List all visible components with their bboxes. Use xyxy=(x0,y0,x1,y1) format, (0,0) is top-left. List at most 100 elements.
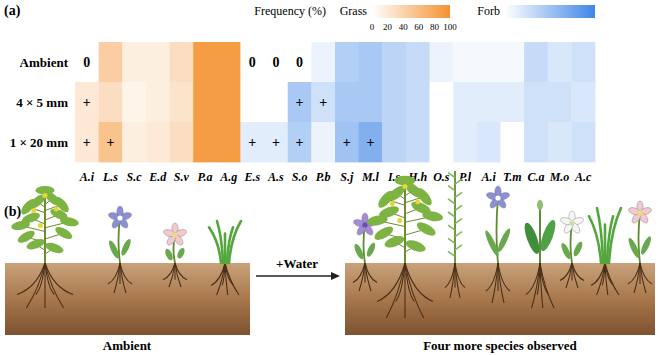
leaf xyxy=(597,208,603,263)
root xyxy=(537,263,540,295)
leaf xyxy=(59,216,79,228)
heatmap-cell xyxy=(335,42,359,82)
cell-symbol: + xyxy=(296,135,304,150)
heatmap-cell xyxy=(335,82,359,122)
plant xyxy=(209,221,241,295)
heatmap-cell xyxy=(146,82,170,122)
figure: (a)(b)0000++++++++++Ambient4 × 5 mm1 × 2… xyxy=(0,0,660,355)
leaf xyxy=(483,229,501,257)
heatmap-cell xyxy=(170,42,194,82)
root xyxy=(114,263,120,293)
cell-symbol: + xyxy=(366,135,374,150)
column-label: M.o xyxy=(549,170,570,184)
plant xyxy=(483,186,512,303)
flower xyxy=(43,193,48,198)
root xyxy=(455,263,465,288)
leaf xyxy=(455,219,462,224)
heatmap-cell xyxy=(571,122,595,162)
flower xyxy=(31,208,36,213)
heatmap-cell xyxy=(359,122,383,162)
root xyxy=(492,263,498,303)
heatmap-cell xyxy=(477,82,501,122)
column-label: P.a xyxy=(198,170,213,184)
leaf xyxy=(627,237,642,259)
column-label: S.o xyxy=(292,170,308,184)
leaf xyxy=(11,220,31,232)
cell-symbol: + xyxy=(272,135,280,150)
plant xyxy=(163,223,188,287)
colorbar-tick-label: 20 xyxy=(383,22,393,32)
heatmap-cell xyxy=(548,82,572,122)
heatmap-cell xyxy=(264,122,288,162)
heatmap-cell xyxy=(548,122,572,162)
heatmap-cell xyxy=(240,42,264,82)
root xyxy=(45,263,73,295)
stem xyxy=(539,208,541,263)
column-label: L.s xyxy=(102,170,118,184)
column-label: E.s xyxy=(243,170,260,184)
leaf xyxy=(639,235,653,256)
heatmap-cell xyxy=(524,42,548,82)
leaf xyxy=(224,234,227,263)
flower-center xyxy=(172,232,177,237)
root xyxy=(572,263,584,281)
heatmap-cell xyxy=(264,42,288,82)
leaf xyxy=(52,194,71,214)
plant xyxy=(107,206,132,293)
leaf xyxy=(415,220,438,239)
root xyxy=(597,263,605,295)
heatmap-cell xyxy=(75,122,99,162)
heatmap-cell xyxy=(217,42,241,82)
column-label: A.i xyxy=(79,170,95,184)
heatmap-cell xyxy=(477,42,501,82)
flower-center xyxy=(117,215,122,220)
heatmap-cell xyxy=(548,42,572,82)
flower-center xyxy=(362,222,367,227)
leaf xyxy=(404,238,427,254)
leaf xyxy=(560,242,573,260)
plant xyxy=(560,211,585,288)
leaf xyxy=(395,176,416,185)
cell-symbol: 0 xyxy=(272,55,279,70)
heatmap-cell xyxy=(217,82,241,122)
flower xyxy=(415,199,420,204)
plant xyxy=(445,171,465,298)
leaf xyxy=(107,239,121,259)
heatmap-cell xyxy=(311,122,335,162)
root xyxy=(640,263,652,284)
row-label: 1 × 20 mm xyxy=(10,135,68,150)
heatmap-cell xyxy=(571,42,595,82)
column-label: T.m xyxy=(503,170,522,184)
column-label: S.v xyxy=(174,170,190,184)
leaf xyxy=(604,225,607,264)
root xyxy=(222,263,225,285)
colorbar xyxy=(505,5,595,18)
column-label: P.l xyxy=(459,170,472,184)
cell-symbol: + xyxy=(83,135,91,150)
root xyxy=(36,263,45,295)
heatmap-cell xyxy=(99,42,123,82)
soil xyxy=(345,263,655,335)
heatmap-cell xyxy=(453,122,477,162)
heatmap-cell xyxy=(524,122,548,162)
leaf xyxy=(448,212,455,217)
panel-label: (b) xyxy=(4,204,21,220)
arrow-line xyxy=(256,275,332,277)
heatmap-cell xyxy=(193,122,217,162)
heatmap-cell xyxy=(500,122,524,162)
heatmap-cell xyxy=(382,42,406,82)
cell-symbol: 0 xyxy=(249,55,256,70)
flower-center xyxy=(637,210,642,215)
leaf xyxy=(448,186,455,191)
heatmap-cell xyxy=(500,42,524,82)
heatmap-cell xyxy=(430,42,454,82)
root xyxy=(405,263,433,302)
caption: Four more species observed xyxy=(423,338,577,353)
root xyxy=(169,263,175,287)
root xyxy=(605,263,619,295)
root xyxy=(359,263,365,291)
flower xyxy=(397,218,402,223)
heatmap-cell xyxy=(477,122,501,162)
cell-symbol: + xyxy=(106,135,114,150)
leaf xyxy=(365,242,377,258)
